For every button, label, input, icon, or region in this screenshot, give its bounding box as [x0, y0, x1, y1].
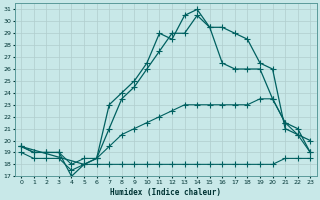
- X-axis label: Humidex (Indice chaleur): Humidex (Indice chaleur): [110, 188, 221, 197]
